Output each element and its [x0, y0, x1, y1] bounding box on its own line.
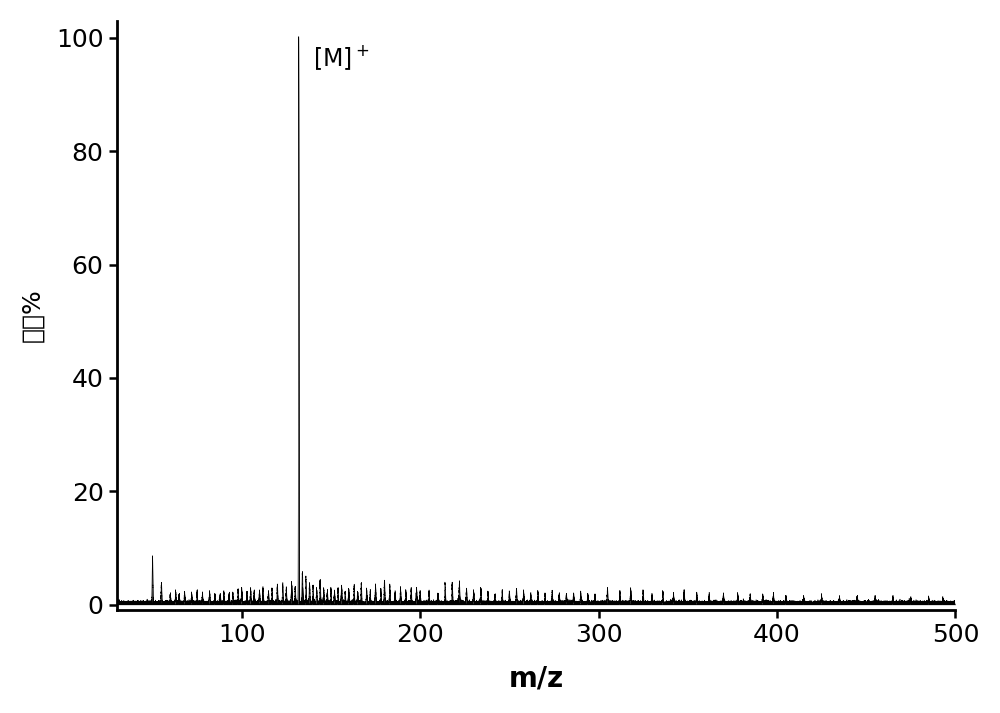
Y-axis label: 强度%: 强度%: [21, 289, 45, 342]
X-axis label: m/z: m/z: [508, 665, 564, 692]
Text: [M]$^+$: [M]$^+$: [313, 43, 369, 72]
